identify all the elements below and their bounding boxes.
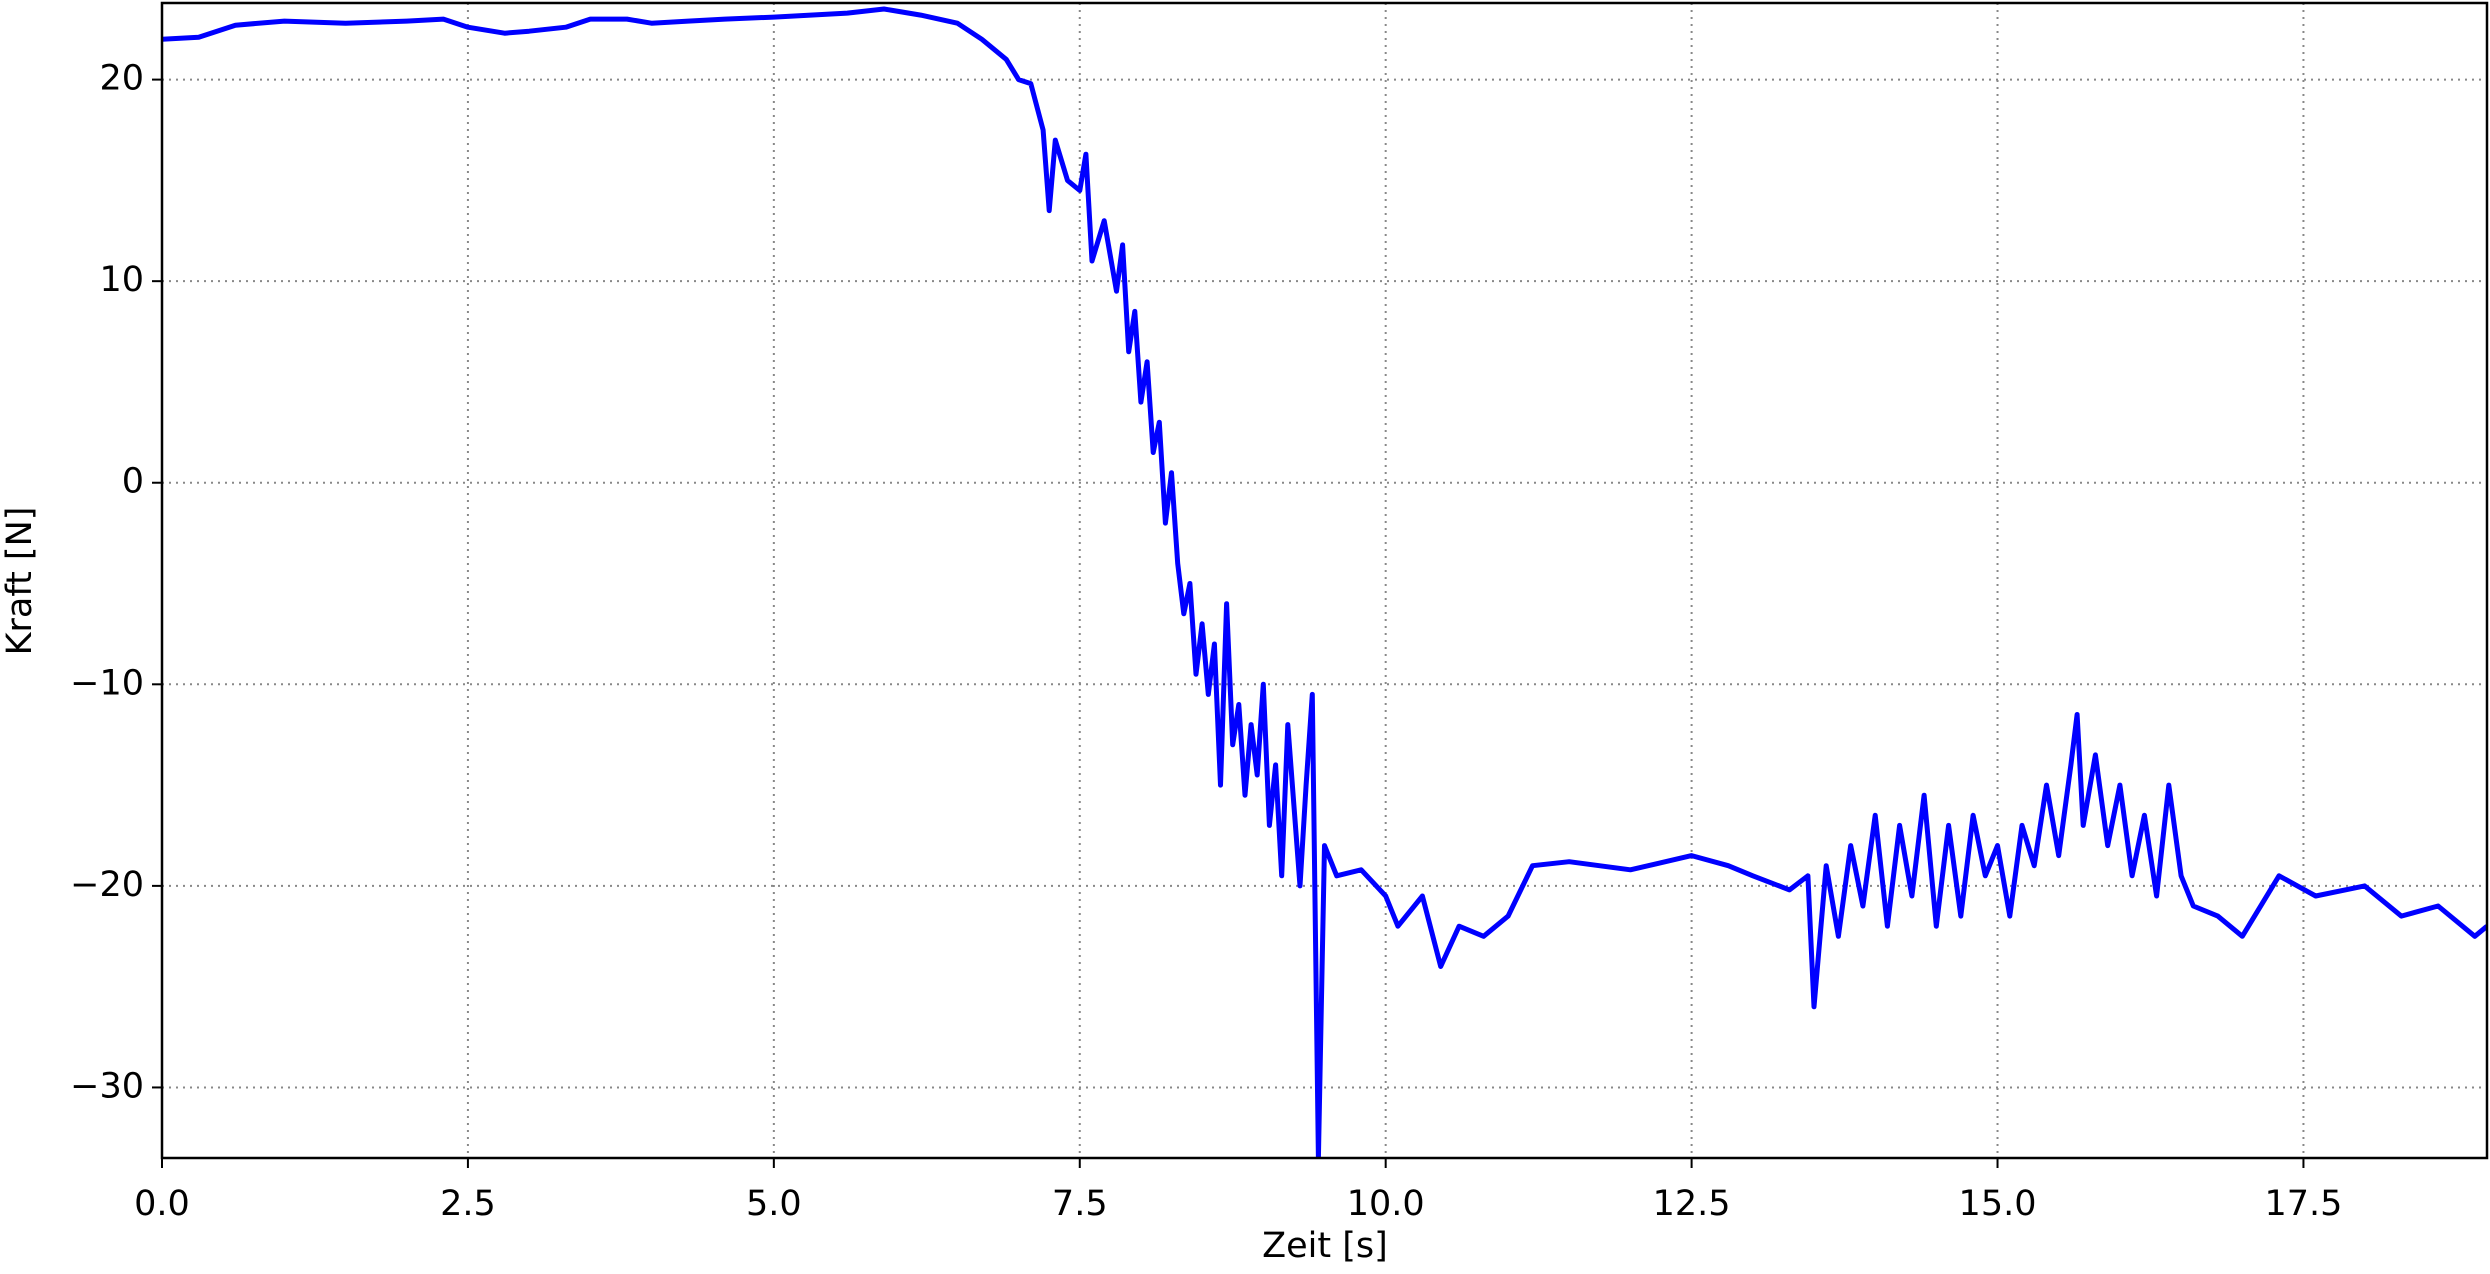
x-tick-label: 10.0 [1347, 1184, 1425, 1224]
x-tick-label: 2.5 [440, 1184, 496, 1224]
y-tick-label: −10 [70, 663, 144, 703]
y-tick-label: 10 [99, 260, 144, 300]
y-tick-label: 20 [99, 59, 144, 99]
data-line [162, 6, 2487, 1158]
y-tick-label: −20 [70, 865, 144, 905]
plot-frame [160, 1, 2489, 1160]
x-tick-label: 12.5 [1653, 1184, 1731, 1224]
y-tick-label: −30 [70, 1066, 144, 1106]
x-tick-label: 0.0 [134, 1184, 190, 1224]
x-tick-label: 7.5 [1052, 1184, 1108, 1224]
x-tick-label: 5.0 [746, 1184, 802, 1224]
y-axis-label: Kraft [N] [0, 507, 40, 656]
y-tick-label: 0 [122, 462, 144, 502]
x-tick-label: 15.0 [1959, 1184, 2037, 1224]
x-tick-label: 17.5 [2264, 1184, 2342, 1224]
x-axis-label: Zeit [s] [1262, 1226, 1388, 1266]
